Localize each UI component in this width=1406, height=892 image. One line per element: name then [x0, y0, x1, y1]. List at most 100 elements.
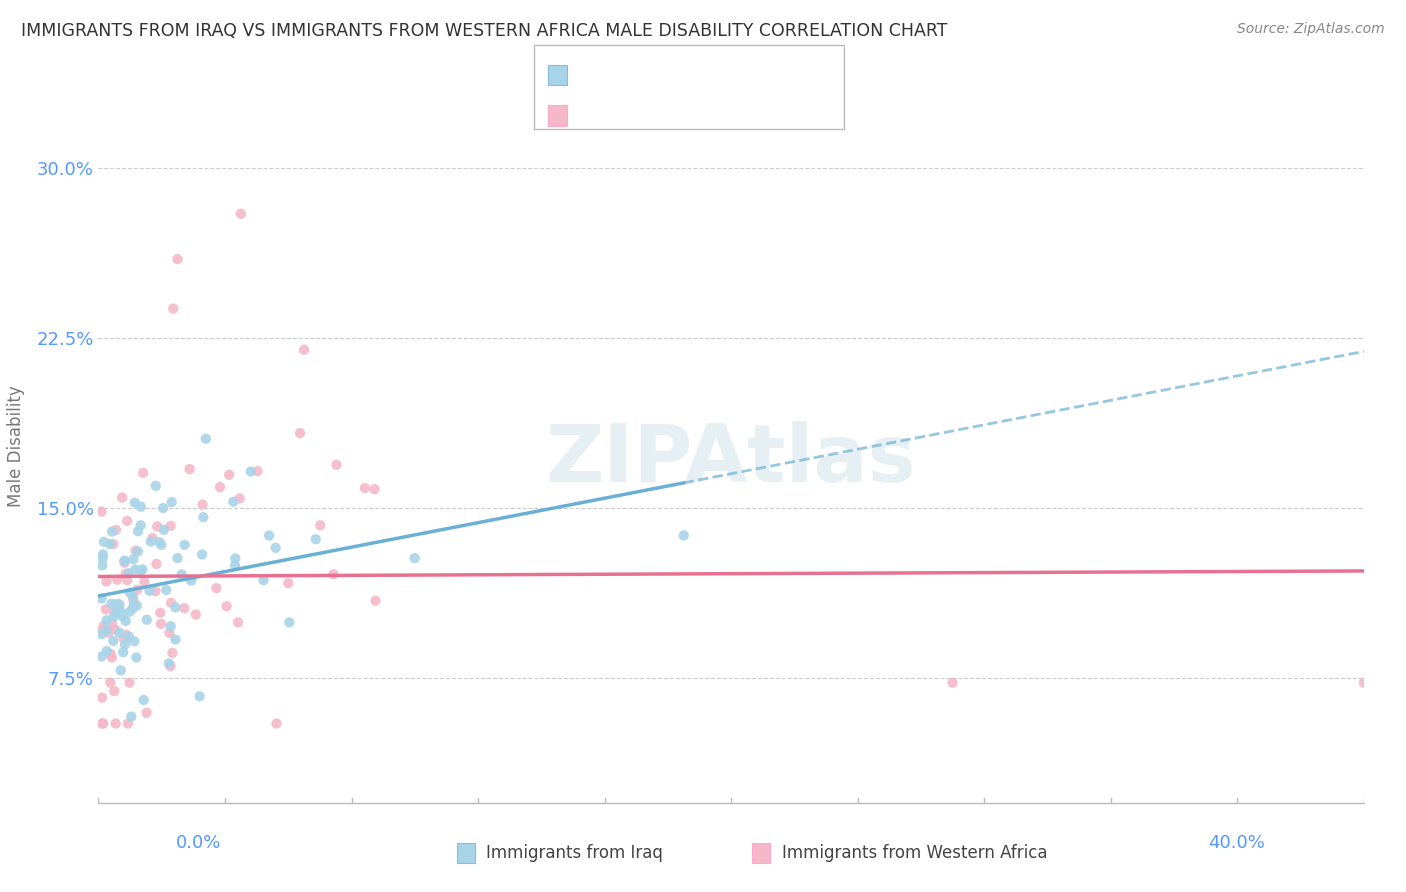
Point [118, 605, 141, 619]
Point [942, 675, 965, 690]
Point [103, 633, 125, 648]
Point [94, 602, 117, 616]
Point [1353, 675, 1375, 690]
Point [96, 644, 118, 658]
Point [145, 557, 167, 571]
Point [96, 624, 118, 638]
Text: N =: N = [675, 68, 711, 86]
Point [325, 458, 347, 472]
Point [91, 550, 114, 565]
Text: N =: N = [675, 109, 711, 127]
Point [115, 514, 138, 528]
Point [105, 605, 128, 619]
Point [114, 628, 136, 642]
Point [100, 647, 122, 661]
Point [253, 573, 276, 587]
Point [129, 500, 152, 514]
Point [98, 675, 121, 690]
Point [129, 518, 152, 533]
Point [364, 593, 387, 607]
Point [157, 657, 180, 671]
Point [322, 567, 344, 582]
Point [112, 645, 135, 659]
Point [153, 523, 176, 537]
Point [90, 624, 112, 638]
Point [125, 599, 148, 613]
Point [105, 573, 128, 587]
Point [90, 591, 112, 606]
Point [139, 534, 162, 549]
Point [141, 531, 163, 545]
Point [194, 432, 217, 446]
Text: 0.278: 0.278 [610, 109, 662, 127]
Point [127, 582, 149, 597]
Point [404, 551, 426, 566]
Point [122, 592, 145, 607]
Point [120, 585, 142, 599]
Point [98, 537, 121, 551]
Point [108, 598, 131, 612]
Point [191, 548, 214, 562]
Point [127, 544, 149, 558]
Point [145, 479, 167, 493]
Point [129, 563, 152, 577]
Text: ZIPAtlas: ZIPAtlas [546, 421, 917, 500]
Point [118, 630, 141, 644]
Point [246, 464, 269, 478]
Point [162, 301, 184, 316]
Point [103, 622, 125, 636]
Point [127, 524, 149, 539]
Point [96, 613, 118, 627]
Point [124, 634, 146, 648]
Point [91, 716, 114, 731]
Point [224, 551, 246, 566]
Point [101, 616, 124, 631]
Point [114, 614, 136, 628]
Point [672, 528, 695, 542]
Point [150, 616, 173, 631]
Point [107, 606, 129, 620]
Point [288, 426, 311, 441]
Point [184, 607, 207, 622]
Point [209, 480, 232, 494]
Point [160, 495, 183, 509]
Point [166, 252, 188, 266]
Point [165, 632, 187, 647]
Text: Immigrants from Iraq: Immigrants from Iraq [486, 844, 664, 862]
Text: 73: 73 [706, 109, 730, 127]
Point [363, 482, 385, 496]
Point [155, 582, 177, 597]
Point [193, 510, 215, 524]
Text: Immigrants from Western Africa: Immigrants from Western Africa [782, 844, 1047, 862]
Point [107, 597, 129, 611]
Text: 40.0%: 40.0% [1209, 834, 1265, 852]
Point [278, 615, 301, 630]
Point [121, 601, 143, 615]
Point [96, 574, 118, 589]
Point [124, 543, 146, 558]
Text: 0.139: 0.139 [610, 68, 662, 86]
Point [222, 494, 245, 508]
Point [124, 562, 146, 576]
Point [114, 556, 136, 570]
Point [159, 619, 181, 633]
Point [354, 481, 377, 495]
Point [101, 650, 124, 665]
Point [90, 649, 112, 664]
Point [159, 518, 181, 533]
Point [122, 598, 145, 612]
Point [91, 690, 114, 705]
Point [152, 501, 174, 516]
Point [215, 599, 238, 614]
Point [218, 467, 240, 482]
Point [264, 541, 287, 555]
Point [91, 548, 114, 562]
Point [108, 604, 131, 618]
Point [162, 646, 184, 660]
Point [159, 659, 181, 673]
Point [257, 528, 280, 542]
Point [122, 552, 145, 566]
Point [108, 625, 131, 640]
Point [100, 597, 122, 611]
Point [224, 558, 246, 573]
